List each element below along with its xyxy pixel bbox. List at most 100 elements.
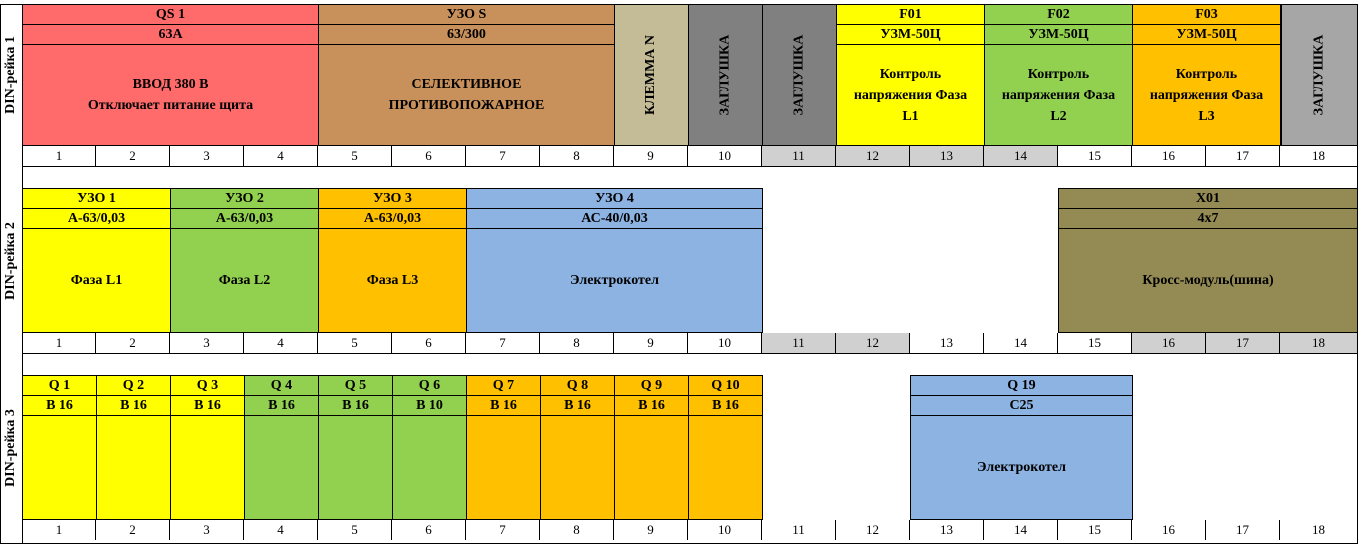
module-blank-plug-1[interactable]: ЗАГЛУШКА [688,4,763,146]
position-number: 9 [614,333,688,353]
position-number: 4 [244,146,318,166]
module-uzo-2[interactable]: УЗО 2 А-63/0,03 Фаза L2 [170,188,319,333]
breaker-q2[interactable]: Q 2 В 16 [96,375,171,520]
position-number: 8 [540,520,614,540]
module-rating: А-63/0,03 [319,209,466,229]
position-number: 10 [688,146,762,166]
module-rating: УЗМ-50Ц [837,25,984,45]
module-rating: А-63/0,03 [23,209,170,229]
position-number: 5 [318,520,392,540]
module-description: Контроль напряжения Фаза L2 [1001,66,1116,124]
position-number: 15 [1058,520,1132,540]
module-blank-plug-2[interactable]: ЗАГЛУШКА [762,4,837,146]
module-terminal-n[interactable]: КЛЕММА N [614,4,689,146]
breaker-title: Q 2 [97,376,170,396]
module-description: Контроль напряжения Фаза L3 [1149,66,1264,124]
position-number: 1 [22,146,96,166]
position-number: 11 [762,146,836,166]
module-rating: АС-40/0,03 [467,209,762,229]
breaker-rating: В 16 [541,396,614,416]
breaker-q1[interactable]: Q 1 В 16 [22,375,97,520]
module-rating: 63/300 [319,25,614,45]
position-number: 1 [22,333,96,353]
module-title: F01 [837,5,984,25]
module-rating: УЗМ-50Ц [1133,25,1280,45]
breaker-q4[interactable]: Q 4 В 16 [244,375,319,520]
position-number: 2 [96,333,170,353]
breaker-q9[interactable]: Q 9 В 16 [614,375,689,520]
position-number: 10 [688,333,762,353]
module-description: Фаза L1 [70,273,123,288]
module-title: УЗО 3 [319,189,466,209]
position-number: 13 [910,146,984,166]
position-number: 17 [1206,333,1280,353]
breaker-q10[interactable]: Q 10 В 16 [688,375,763,520]
position-number: 6 [392,333,466,353]
module-description: Кросс-модуль(шина) [1142,273,1274,288]
breaker-q8[interactable]: Q 8 В 16 [540,375,615,520]
position-number: 15 [1058,333,1132,353]
breaker-title: Q 10 [689,376,762,396]
breaker-q7[interactable]: Q 7 В 16 [466,375,541,520]
module-uzo-3[interactable]: УЗО 3 А-63/0,03 Фаза L3 [318,188,467,333]
module-description: Фаза L3 [366,273,419,288]
module-uzo-s[interactable]: УЗО S 63/300 СЕЛЕКТИВНОЕ ПРОТИВОПОЖАРНОЕ [318,4,615,146]
position-number: 10 [688,520,762,540]
position-number: 13 [910,520,984,540]
breaker-title: Q 19 [911,376,1132,396]
breaker-q6[interactable]: Q 6 В 10 [392,375,467,520]
module-f01[interactable]: F01 УЗМ-50Ц Контроль напряжения Фаза L1 [836,4,985,146]
position-number: 16 [1132,146,1206,166]
position-number: 14 [984,333,1058,353]
breaker-rating: С25 [911,396,1132,416]
position-number: 11 [762,520,836,540]
breaker-q19[interactable]: Q 19 С25 Электрокотел [910,375,1133,520]
position-number: 4 [244,520,318,540]
breaker-q3[interactable]: Q 3 В 16 [170,375,245,520]
module-f02[interactable]: F02 УЗМ-50Ц Контроль напряжения Фаза L2 [984,4,1133,146]
breaker-rating: В 16 [689,396,762,416]
position-number: 18 [1280,333,1358,353]
rail-2-position-numbers: 1 2 3 4 5 6 7 8 9 10 11 12 13 14 15 16 17 18 [22,333,1358,353]
position-number: 11 [762,333,836,353]
module-description: Электрокотел [570,273,659,288]
module-rating: А-63/0,03 [171,209,318,229]
position-number: 18 [1280,146,1358,166]
breaker-rating: В 16 [615,396,688,416]
rail-separator [22,353,1358,354]
breaker-rating: В 16 [319,396,392,416]
position-number: 2 [96,520,170,540]
breaker-q5[interactable]: Q 5 В 16 [318,375,393,520]
module-uzo-4[interactable]: УЗО 4 АС-40/0,03 Электрокотел [466,188,763,333]
module-uzo-1[interactable]: УЗО 1 А-63/0,03 Фаза L1 [22,188,171,333]
module-f03[interactable]: F03 УЗМ-50Ц Контроль напряжения Фаза L3 [1132,4,1281,146]
breaker-rating: В 16 [23,396,96,416]
module-description: ВВОД 380 В Отключает питание щита [87,77,254,113]
module-description: Фаза L2 [218,273,271,288]
breaker-rating: В 16 [245,396,318,416]
breaker-title: Q 7 [467,376,540,396]
breaker-rating: В 16 [97,396,170,416]
breaker-title: Q 9 [615,376,688,396]
position-number: 8 [540,146,614,166]
module-rating: 63А [23,25,318,45]
position-number: 17 [1206,520,1280,540]
module-x01[interactable]: X01 4x7 Кросс-модуль(шина) [1058,188,1358,333]
position-number: 12 [836,520,910,540]
position-number: 16 [1132,333,1206,353]
position-number: 6 [392,520,466,540]
rail-separator [22,166,1358,167]
module-title: F02 [985,5,1132,25]
rail-2-label: DIN-рейка 2 [3,221,19,300]
module-description: Контроль напряжения Фаза L1 [853,66,968,124]
position-number: 3 [170,146,244,166]
rail-1-position-numbers: 1 2 3 4 5 6 7 8 9 10 11 12 13 14 15 16 17 18 [22,146,1358,166]
module-blank-plug-3[interactable]: ЗАГЛУШКА [1281,4,1358,146]
position-number: 12 [836,333,910,353]
breaker-rating: В 16 [467,396,540,416]
rail-3-label: DIN-рейка 3 [3,408,19,487]
module-qs1[interactable]: QS 1 63А ВВОД 380 В Отключает питание щи… [22,4,319,146]
breaker-title: Q 1 [23,376,96,396]
position-number: 9 [614,146,688,166]
module-title: УЗО 2 [171,189,318,209]
